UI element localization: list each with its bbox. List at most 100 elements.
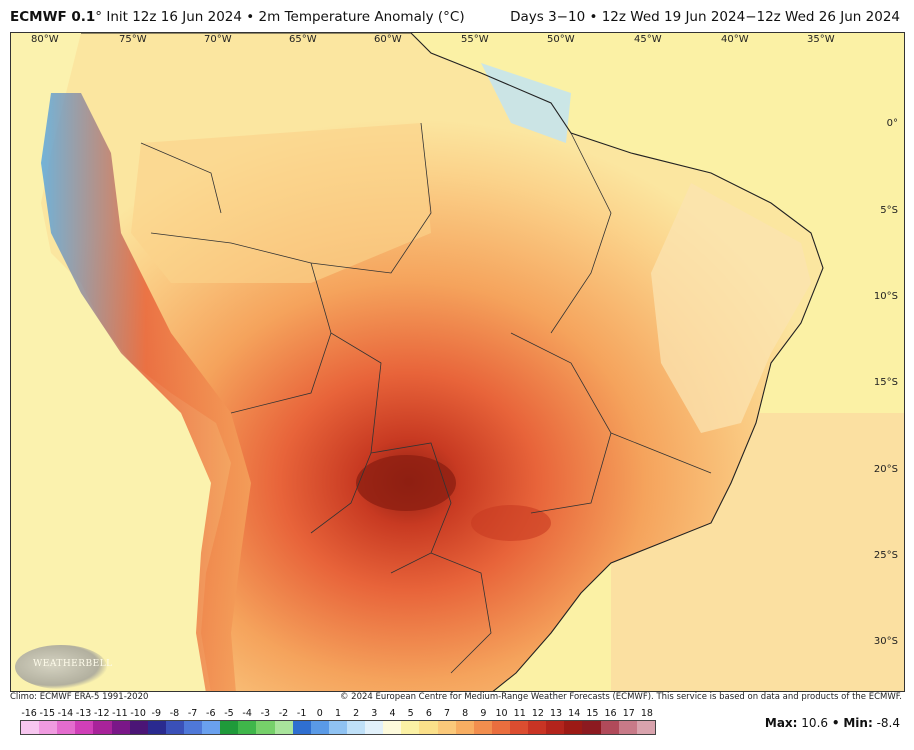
heat-hotspot — [356, 455, 456, 511]
lat-label-25s: 25°S — [873, 550, 898, 561]
lat-label-10s: 10°S — [873, 291, 898, 302]
colorbar-tick-label: -4 — [242, 708, 252, 719]
colorbar-swatch — [455, 721, 474, 734]
colorbar-tick-label: -3 — [260, 708, 271, 719]
map-title: ECMWF 0.1° Init 12z 16 Jun 2024 • 2m Tem… — [10, 9, 465, 25]
colorbar-swatch — [401, 721, 420, 734]
colorbar-swatch — [310, 721, 329, 734]
stats-separator: • — [831, 716, 840, 730]
colorbar-swatch — [274, 721, 293, 734]
title-bar: ECMWF 0.1° Init 12z 16 Jun 2024 • 2m Tem… — [0, 0, 914, 32]
northeast-brazil-pale-area — [651, 183, 811, 433]
lon-label-70w: 70°W — [204, 34, 232, 45]
colorbar-tick-label: -16 — [21, 708, 37, 719]
colorbar-swatch — [582, 721, 601, 734]
colorbar-swatch — [93, 721, 112, 734]
lat-label-5s: 5°S — [880, 205, 898, 216]
lon-label-35w: 35°W — [807, 34, 835, 45]
colorbar-tick-label: 1 — [334, 708, 342, 719]
colorbar-swatch — [292, 721, 311, 734]
model-name: ECMWF 0.1 — [10, 9, 96, 25]
colorbar-swatch — [202, 721, 221, 734]
lon-label-65w: 65°W — [289, 34, 317, 45]
colorbar-tick-labels: -16 -15 -14 -13 -12 -11 -10 -9 -8 -7 -6 -5 -4 -3 -2 -1 0… — [20, 708, 656, 720]
colorbar-swatch — [419, 721, 438, 734]
colorbar-swatch — [256, 721, 275, 734]
copyright-note: © 2024 European Centre for Medium-Range … — [339, 692, 902, 702]
colorbar-tick-label: 12 — [531, 708, 544, 719]
lon-label-60w: 60°W — [374, 34, 402, 45]
colorbar-swatch — [147, 721, 166, 734]
colorbar-swatch — [636, 721, 655, 734]
colorbar-swatch — [564, 721, 583, 734]
lat-label-15s: 15°S — [873, 377, 898, 388]
colorbar-swatch — [546, 721, 565, 734]
resolution-degree: ° — [95, 9, 103, 25]
lat-label-30s: 30°S — [873, 636, 898, 647]
colorbar-swatches — [20, 720, 656, 735]
colorbar-tick-label: -9 — [151, 708, 162, 719]
max-min-stats: Max: 10.6 • Min: -8.4 — [765, 716, 900, 730]
colorbar-tick-label: 13 — [550, 708, 563, 719]
colorbar-tick-label: -11 — [112, 708, 128, 719]
colorbar-swatch — [21, 721, 40, 734]
coastline — [81, 33, 824, 691]
colorbar-swatch — [473, 721, 492, 734]
colorbar-swatch — [509, 721, 529, 734]
climo-note: Climo: ECMWF ERA-5 1991-2020 — [10, 692, 149, 702]
colorbar-swatch — [183, 721, 203, 734]
colorbar-tick-label: -1 — [296, 708, 307, 719]
variable-name: 2m Temperature Anomaly (°C) — [258, 9, 465, 25]
colorbar-swatch — [491, 721, 510, 734]
colorbar-tick-label: 14 — [568, 708, 581, 719]
colorbar-tick-label: -7 — [187, 708, 198, 719]
colorbar-swatch — [220, 721, 239, 734]
lon-label-45w: 45°W — [634, 34, 662, 45]
colorbar-swatch — [365, 721, 384, 734]
map-canvas — [11, 33, 904, 691]
anomaly-map: 80°W 75°W 70°W 65°W 60°W 55°W 50°W 45°W … — [10, 32, 905, 692]
max-label: Max: — [764, 716, 798, 730]
colorbar-swatch — [75, 721, 94, 734]
colorbar-tick-label: -8 — [169, 708, 180, 719]
title-bullet: • — [246, 9, 255, 25]
colorbar-tick-label: -15 — [39, 708, 56, 719]
colorbar-tick-label: 4 — [389, 708, 396, 719]
colorbar-tick-label: 11 — [513, 708, 526, 719]
colorbar-tick-label: 10 — [495, 708, 508, 719]
colorbar-tick-label: -6 — [206, 708, 216, 719]
max-value: 10.6 — [801, 716, 829, 730]
colorbar-tick-label: 16 — [604, 708, 617, 719]
colorbar-swatch — [600, 721, 619, 734]
colorbar-tick-label: 17 — [622, 708, 635, 719]
lon-label-50w: 50°W — [547, 34, 575, 45]
colorbar-tick-label: -14 — [57, 708, 74, 719]
colorbar-swatch — [39, 721, 58, 734]
min-value: -8.4 — [876, 716, 900, 730]
colorbar-tick-label: -12 — [94, 708, 110, 719]
colorbar-tick-label: 0 — [316, 708, 323, 719]
colorbar-swatch — [618, 721, 637, 734]
colorbar-swatch — [129, 721, 148, 734]
weatherbell-logo: WEATHERBELL — [15, 645, 112, 689]
lat-label-20s: 20°S — [873, 464, 898, 475]
colorbar-swatch — [346, 721, 366, 734]
colorbar-tick-label: -2 — [278, 708, 289, 719]
colorbar-swatch — [383, 721, 402, 734]
colorbar-tick-label: 5 — [407, 708, 414, 719]
init-time: Init 12z 16 Jun 2024 — [106, 9, 242, 25]
colorbar-tick-label: 7 — [443, 708, 451, 719]
colorbar-tick-label: 15 — [586, 708, 599, 719]
lon-label-40w: 40°W — [721, 34, 749, 45]
colorbar-swatch — [165, 721, 184, 734]
colorbar-tick-label: -5 — [224, 708, 234, 719]
logo-text: WEATHERBELL — [33, 659, 113, 669]
colorbar-tick-label: 8 — [462, 708, 469, 719]
colorbar-swatch — [111, 721, 130, 734]
colorbar-tick-label: 6 — [425, 708, 432, 719]
lon-label-80w: 80°W — [31, 34, 59, 45]
colorbar: -16 -15 -14 -13 -12 -11 -10 -9 -8 -7 -6 -5 -4 -3 -2 -1 0… — [20, 708, 656, 735]
colorbar-tick-label: -13 — [75, 708, 92, 719]
min-label: Min: — [843, 716, 873, 730]
colorbar-swatch — [437, 721, 456, 734]
